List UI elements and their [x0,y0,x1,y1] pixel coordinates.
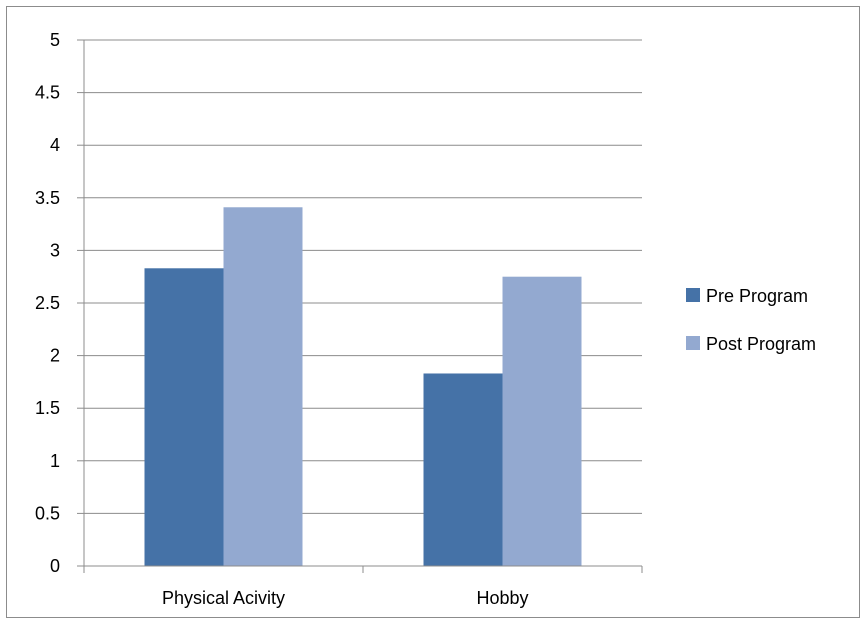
bar-post-0 [223,207,303,566]
bar-pre-1 [423,373,503,566]
bar-post-1 [502,276,582,566]
legend-swatch [686,288,700,302]
legend: Pre Program Post Program [686,286,816,354]
y-tick-label: 5 [50,30,60,50]
x-category-label: Hobby [476,588,528,608]
bar-pre-0 [144,268,224,566]
legend-label: Post Program [706,334,816,354]
y-tick-label: 4.5 [35,83,60,103]
y-tick-label: 0 [50,556,60,576]
y-tick-label: 2.5 [35,293,60,313]
legend-swatch [686,336,700,350]
x-axis-category-labels: Physical Acivity Hobby [162,588,529,608]
y-tick-label: 3 [50,240,60,260]
y-tick-label: 3.5 [35,188,60,208]
y-tick-label: 1.5 [35,398,60,418]
x-category-label: Physical Acivity [162,588,285,608]
bars [144,207,582,566]
legend-label: Pre Program [706,286,808,306]
y-axis-tick-labels: 0 0.5 1 1.5 2 2.5 3 3.5 4 4.5 5 [35,30,60,576]
y-tick-label: 2 [50,346,60,366]
y-tick-label: 0.5 [35,503,60,523]
y-tick-label: 4 [50,135,60,155]
axes [77,39,643,573]
y-tick-label: 1 [50,451,60,471]
